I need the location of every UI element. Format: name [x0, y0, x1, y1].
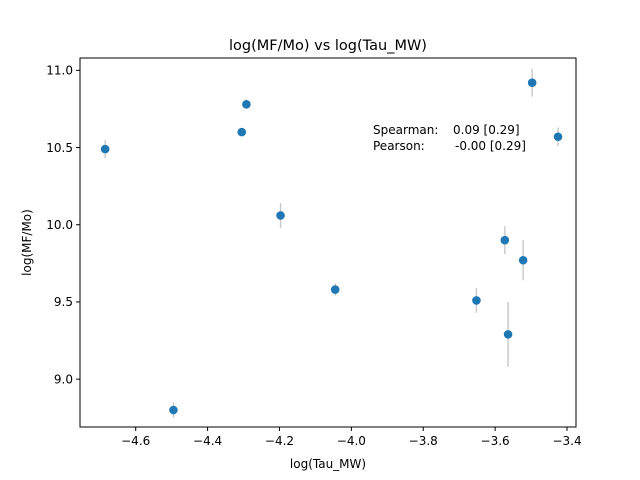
y-tick-label: 10.5 [46, 141, 73, 155]
x-tick-label: −3.4 [552, 434, 581, 448]
correlation-annotation: Spearman: 0.09 [0.29] Pearson: -0.00 [0.… [373, 123, 526, 153]
data-point [503, 330, 513, 339]
pearson-value: -0.00 [0.29] [455, 139, 526, 153]
data-point [276, 211, 285, 220]
data-point [237, 127, 247, 137]
x-axis-label: log(Tau_MW) [290, 457, 366, 471]
y-tick-label: 10.0 [46, 218, 73, 232]
pearson-label: Pearson: [373, 139, 425, 153]
data-point [518, 255, 528, 265]
x-tick-label: −3.6 [481, 434, 510, 448]
plot-area-frame [79, 57, 577, 428]
data-point [500, 235, 510, 245]
data-point [242, 100, 251, 109]
spearman-label: Spearman: [373, 123, 438, 137]
x-tick-label: −4.6 [121, 434, 150, 448]
error-bars-group [104, 68, 559, 418]
y-axis-label: log(MF/Mo) [20, 209, 34, 276]
chart-title: log(MF/Mo) vs log(Tau_MW) [229, 38, 427, 54]
x-tick-label: −4.4 [193, 434, 222, 448]
y-ticks-group: 9.0 9.5 10.0 10.5 11.0 [46, 64, 80, 386]
y-tick-label: 9.0 [54, 372, 73, 386]
data-points-group [100, 78, 563, 415]
x-tick-label: −4.2 [265, 434, 294, 448]
data-point [472, 296, 481, 305]
y-tick-label: 9.5 [54, 295, 73, 309]
data-point [169, 405, 178, 415]
x-tick-label: −3.8 [409, 434, 438, 448]
spearman-value: 0.09 [0.29] [453, 123, 520, 137]
x-ticks-group: −4.6 −4.4 −4.2 −4.0 −3.8 −3.6 −3.4 [121, 427, 582, 448]
data-point [527, 78, 537, 88]
data-point [100, 144, 110, 154]
y-tick-label: 11.0 [46, 64, 73, 78]
x-tick-label: −4.0 [337, 434, 366, 448]
data-point [553, 132, 563, 142]
data-point [330, 285, 340, 294]
